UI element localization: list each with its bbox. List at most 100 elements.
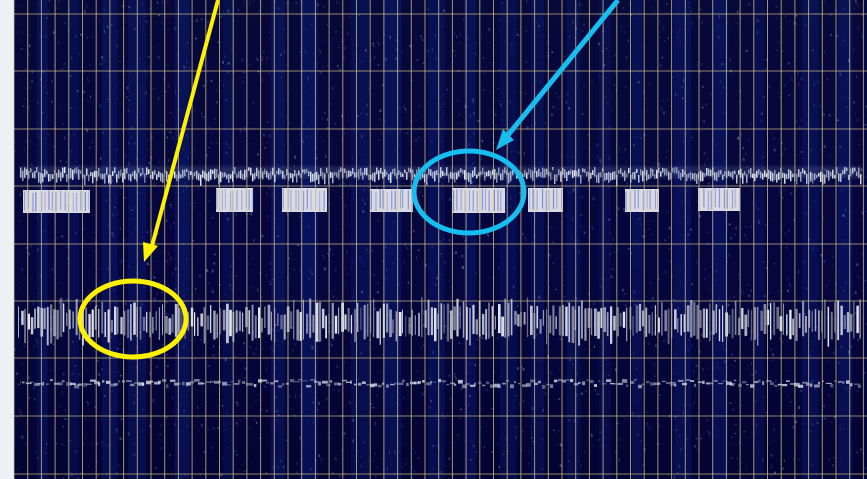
noise-dot — [433, 467, 435, 470]
noise-dot — [671, 274, 673, 277]
noise-dot — [217, 353, 219, 355]
noise-dot — [33, 345, 36, 349]
noise-dot — [603, 64, 606, 67]
noise-dot — [285, 242, 288, 245]
noise-dot — [707, 419, 708, 421]
lower-band-trace — [54, 382, 59, 385]
noise-dot — [771, 165, 773, 166]
noise-dot — [591, 80, 593, 83]
noise-dot — [441, 413, 444, 416]
noise-dot — [414, 211, 416, 213]
middle-band-spike — [219, 308, 222, 335]
noise-dot — [773, 439, 776, 441]
noise-dot — [365, 154, 368, 156]
noise-dot — [847, 350, 850, 354]
lower-band-trace — [238, 379, 241, 384]
noise-dot — [20, 412, 22, 416]
noise-dot — [454, 375, 456, 378]
noise-dot — [499, 382, 501, 385]
noise-dot — [525, 238, 527, 242]
noise-dot — [167, 85, 170, 88]
lower-band-trace — [654, 382, 660, 385]
noise-dot — [854, 291, 857, 294]
noise-dot — [737, 22, 739, 25]
noise-dot — [376, 385, 379, 389]
noise-dot — [427, 70, 429, 74]
noise-dot — [579, 3, 581, 6]
noise-dot — [130, 209, 133, 211]
noise-dot — [519, 382, 521, 386]
noise-dot — [563, 284, 565, 286]
noise-dot — [141, 231, 143, 233]
noise-dot — [394, 149, 397, 152]
middle-band-spike — [754, 307, 757, 340]
noise-dot — [290, 252, 293, 254]
noise-dot — [318, 401, 320, 405]
noise-dot — [128, 141, 130, 144]
noise-dot — [637, 80, 640, 84]
noise-dot — [206, 154, 209, 157]
noise-dot — [126, 86, 129, 89]
noise-dot — [699, 70, 701, 74]
noise-dot — [333, 412, 335, 414]
noise-dot — [376, 291, 379, 294]
middle-band-spike — [270, 311, 272, 341]
noise-dot — [840, 189, 843, 192]
noise-dot — [281, 76, 282, 79]
noise-dot — [748, 294, 751, 298]
noise-dot — [676, 472, 679, 474]
noise-dot — [704, 277, 706, 280]
noise-dot — [73, 134, 75, 136]
middle-band-spike — [43, 308, 46, 330]
noise-dot — [64, 408, 66, 411]
noise-dot — [307, 420, 308, 424]
noise-dot — [473, 132, 475, 136]
noise-dot — [36, 216, 39, 219]
noise-dot — [277, 6, 279, 9]
noise-dot — [679, 270, 681, 273]
noise-dot — [839, 428, 841, 431]
noise-dot — [815, 55, 817, 58]
noise-dot — [418, 136, 421, 139]
noise-dot — [771, 133, 773, 135]
noise-dot — [838, 382, 840, 385]
noise-dot — [361, 290, 363, 294]
noise-dot — [91, 35, 93, 38]
noise-dot — [817, 48, 818, 52]
noise-dot — [393, 314, 395, 317]
noise-dot — [713, 140, 715, 142]
noise-dot — [322, 66, 324, 69]
noise-dot — [655, 147, 657, 150]
noise-dot — [838, 361, 840, 364]
grid-lines — [13, 0, 867, 479]
middle-band-spike — [600, 308, 603, 329]
noise-dot — [531, 125, 533, 128]
noise-dot — [741, 291, 744, 294]
lower-band-trace — [790, 382, 796, 385]
cyan-arrowhead — [496, 129, 514, 150]
noise-dot — [311, 85, 312, 87]
noise-dot — [722, 85, 724, 89]
noise-dot — [465, 45, 468, 48]
noise-dot — [822, 143, 824, 145]
noise-dot — [269, 260, 272, 262]
noise-dot — [401, 49, 403, 52]
noise-dot — [816, 319, 819, 321]
noise-dot — [840, 409, 843, 411]
noise-dot — [386, 268, 387, 272]
noise-dot — [795, 14, 798, 17]
lower-band-trace — [474, 382, 477, 386]
noise-dot — [826, 316, 828, 319]
noise-dot — [310, 135, 312, 139]
noise-dot — [693, 401, 695, 405]
noise-dot — [228, 146, 230, 149]
noise-dot — [207, 282, 210, 284]
noise-dot — [378, 139, 381, 141]
noise-dot — [664, 156, 667, 158]
noise-dot — [782, 467, 784, 470]
noise-dot — [244, 470, 246, 472]
noise-dot — [505, 438, 508, 441]
middle-band-spike — [117, 307, 119, 334]
noise-dot — [316, 459, 317, 463]
noise-dot — [361, 198, 364, 202]
